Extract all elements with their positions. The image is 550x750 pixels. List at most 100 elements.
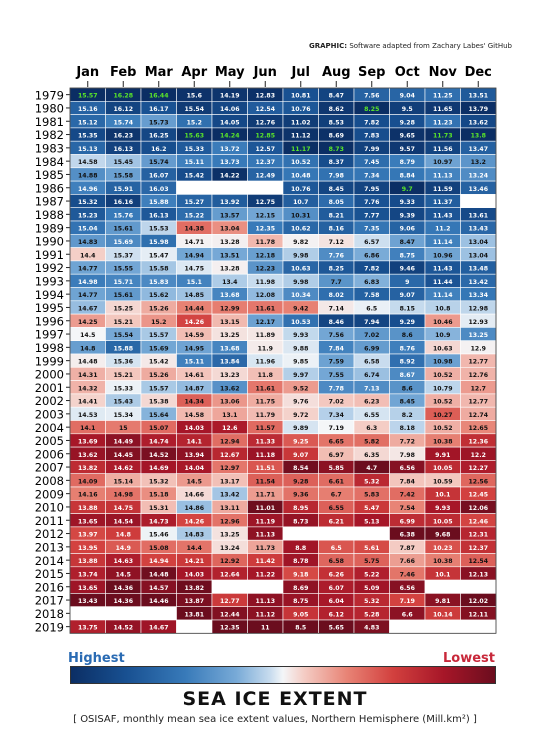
cell-value: 11.12 [291,133,311,140]
cell-value: 15.23 [78,212,98,219]
cell-value: 16.07 [149,173,169,180]
cell-value: 10.52 [433,425,453,432]
month-label: Aug [322,65,351,80]
cell-value: 12.27 [468,465,488,472]
heatmap-cell [176,619,213,634]
cell-value: 14.49 [113,439,133,446]
credit-text: Software adapted from Zachary Labes' Git… [349,42,512,50]
cell-value: 15.71 [113,279,133,286]
cell-value: 13.11 [220,505,240,512]
heatmap-frame [69,87,497,634]
cell-value: 11.96 [255,359,275,366]
cell-value: 15.1 [187,279,202,286]
cell-value: 15.57 [149,385,169,392]
cell-value: 8.15 [400,306,415,313]
cell-value: 14.46 [149,598,169,605]
month-label: Oct [395,65,420,80]
cell-value: 12.97 [220,465,240,472]
cell-value: 15.32 [149,478,169,485]
cell-value: 13.06 [220,399,240,406]
cell-value: 15.12 [78,119,98,126]
cell-value: 8.25 [329,266,344,273]
year-label: 1997 [35,328,64,342]
heatmap-cell [282,526,319,541]
cell-value: 7.82 [364,119,379,126]
cell-value: 7.84 [329,345,345,352]
cell-value: 12.35 [255,226,275,233]
cell-value: 12.49 [255,173,275,180]
cell-value: 12.64 [220,572,240,579]
month-label: Jan [75,65,99,80]
cell-value: 13.72 [220,146,240,153]
cell-value: 5.61 [364,545,379,552]
cell-value: 11.43 [433,212,453,219]
cell-value: 6.3 [366,425,377,432]
cell-value: 16.23 [113,133,133,140]
year-label: 2019 [35,620,64,634]
cell-value: 13.88 [78,558,98,565]
cell-value: 7.42 [400,492,415,499]
cell-value: 15.26 [149,372,169,379]
cell-value: 5.47 [364,505,379,512]
cell-value: 10.63 [291,266,311,273]
cell-value: 12.94 [220,439,240,446]
cell-value: 10.76 [291,186,311,193]
cell-value: 11.13 [255,598,275,605]
cell-value: 14.32 [78,385,98,392]
year-label: 1995 [35,301,64,315]
cell-value: 11.73 [255,545,275,552]
cell-value: 15.13 [78,146,98,153]
cell-value: 11.22 [255,572,275,579]
cell-value: 6.58 [364,359,379,366]
cell-value: 12.77 [220,598,240,605]
cell-value: 9.88 [293,345,308,352]
cell-value: 7.72 [400,439,415,446]
cell-value: 15.47 [149,252,169,259]
cell-value: 14.75 [184,266,204,273]
cell-value: 9.98 [293,252,308,259]
cell-value: 11.61 [255,385,275,392]
cell-value: 8.75 [293,598,308,605]
cell-value: 4.7 [366,465,377,472]
cell-value: 13.4 [222,279,238,286]
heatmap-cell [176,180,213,195]
month-label: Apr [181,65,207,80]
year-label: 1980 [35,102,64,116]
cell-value: 11.9 [258,345,273,352]
cell-value: 14.5 [187,478,202,485]
cell-value: 15.63 [184,133,204,140]
cell-value: 14.03 [184,572,204,579]
cell-value: 15.53 [149,226,169,233]
cell-value: 14.63 [113,558,133,565]
cell-value: 8.02 [329,292,344,299]
cell-value: 10.38 [433,439,453,446]
cell-value: 15.62 [149,292,169,299]
cell-value: 6.35 [364,452,379,459]
cell-value: 13.57 [220,212,240,219]
cell-value: 13.68 [220,292,240,299]
cell-value: 8.21 [329,212,344,219]
cell-value: 11.54 [255,478,275,485]
cell-value: 10.46 [433,319,453,326]
cell-value: 5.65 [329,625,344,632]
cell-value: 9.93 [293,332,308,339]
cell-value: 15.57 [149,332,169,339]
cell-value: 11.14 [433,239,453,246]
cell-value: 13.62 [78,452,98,459]
cell-value: 11.79 [255,412,275,419]
cell-value: 14.19 [220,93,240,100]
cell-value: 7.7 [331,279,342,286]
cell-value: 6.5 [331,545,342,552]
credit-label: GRAPHIC: [308,42,348,50]
cell-value: 12.11 [468,611,488,618]
cell-value: 13.68 [220,345,240,352]
cell-value: 13.75 [78,625,98,632]
cell-value: 13.61 [468,212,488,219]
cell-value: 12.93 [468,319,488,326]
cell-value: 5.28 [364,611,379,618]
cell-value: 13.97 [78,532,98,539]
cell-value: 9.72 [293,412,308,419]
cell-value: 6.26 [329,572,344,579]
cell-value: 10.23 [433,545,453,552]
cell-value: 15.04 [78,226,98,233]
